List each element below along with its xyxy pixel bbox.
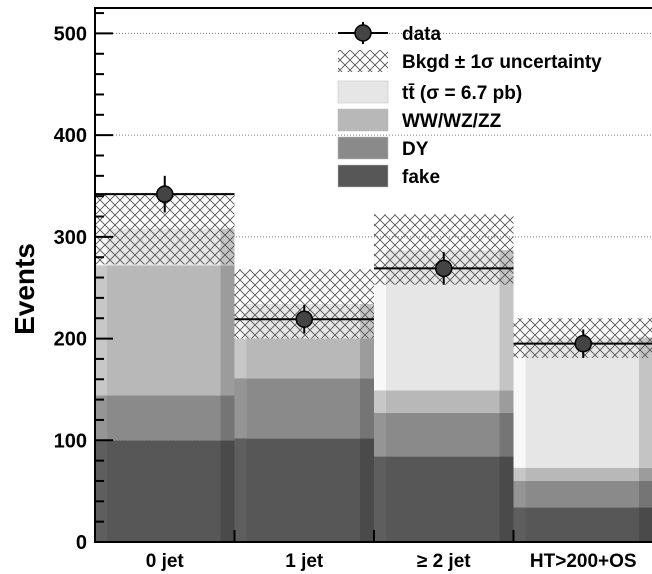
bar-shade-right: [499, 412, 514, 457]
y-axis-label: Events: [9, 243, 40, 335]
bar-shade-left: [234, 438, 247, 542]
legend-swatch: [337, 164, 389, 188]
bar-shade-right: [220, 265, 235, 396]
bar-shade-left: [513, 480, 526, 508]
bar-dy: [234, 378, 374, 439]
bar-shade-right: [360, 338, 374, 379]
bar-shade-right: [499, 390, 514, 413]
bar-shade-left: [234, 378, 247, 439]
legend-label: DY: [402, 139, 429, 160]
data-point: [295, 310, 313, 328]
bar-dy: [513, 480, 652, 508]
x-tick-label: 0 jet: [146, 551, 185, 572]
bar-dy: [374, 412, 514, 457]
x-tick-label: 1 jet: [285, 551, 324, 572]
legend-label: WW/WZ/ZZ: [402, 111, 502, 132]
bar-shade-right: [639, 467, 652, 481]
bar-ww-wz-zz: [374, 390, 514, 413]
x-tick-label: ≥ 2 jet: [417, 551, 471, 572]
data-point: [574, 334, 592, 353]
data-point: [435, 259, 453, 278]
legend-swatch: [337, 108, 389, 132]
bar-shade-right: [220, 440, 235, 542]
legend-label-data: data: [402, 24, 442, 45]
bar-ww-wz-zz: [95, 265, 235, 396]
bar-shade-left: [374, 250, 386, 391]
bar-shade-left: [374, 412, 386, 457]
bar-shade-left: [513, 467, 526, 481]
y-tick-label: 200: [54, 329, 87, 351]
legend-label: tt̄ (σ = 6.7 pb): [402, 83, 522, 104]
bar-shade-right: [360, 438, 374, 542]
y-tick-label: 0: [76, 532, 87, 554]
legend-swatch: [337, 136, 389, 160]
bar-dy: [95, 395, 235, 441]
bar-shade-left: [234, 338, 247, 379]
bar-fake: [374, 456, 514, 542]
bar-shade-left: [95, 440, 107, 542]
legend-label-uncertainty: Bkgd ± 1σ uncertainty: [402, 52, 602, 73]
legend-uncertainty-swatch: [338, 50, 388, 72]
y-tick-label: 100: [54, 430, 87, 452]
bar-ww-wz-zz: [513, 467, 652, 481]
bar-fake: [95, 440, 235, 542]
bar-shade-left: [513, 337, 526, 468]
bar-shade-right: [499, 456, 514, 542]
bar-shade-right: [360, 378, 374, 439]
bar-shade-left: [95, 265, 107, 396]
bar-shade-right: [639, 337, 652, 468]
bar-shade-left: [95, 395, 107, 441]
bar-shade-left: [374, 390, 386, 413]
bar-shade-right: [499, 250, 514, 391]
data-point: [156, 185, 174, 203]
plot-area: 0 100 200 300 400 500 0 jet 1 jet ≥ 2 jet HT>200+…: [54, 7, 652, 572]
legend-data-marker: [354, 24, 372, 42]
bar-shade-right: [639, 507, 652, 542]
bar-fake: [234, 438, 374, 542]
y-tick-label: 400: [54, 125, 87, 147]
legend-swatch: [337, 80, 389, 104]
legend-label: fake: [402, 167, 440, 188]
y-tick-label: 500: [54, 23, 87, 45]
bar-shade-right: [639, 480, 652, 508]
y-tick-label: 300: [54, 227, 87, 249]
legend: data Bkgd ± 1σ uncertainty tt̄ (σ = 6.7 pb…: [337, 22, 602, 188]
bar-tt-6-7-pb: [513, 337, 652, 468]
x-tick-label: HT>200+OS: [530, 551, 637, 572]
bar-shade-left: [374, 456, 386, 542]
bar-shade-left: [513, 507, 526, 542]
bar-ww-wz-zz: [234, 338, 374, 379]
bar-fake: [513, 507, 652, 542]
bar-shade-right: [220, 395, 235, 441]
